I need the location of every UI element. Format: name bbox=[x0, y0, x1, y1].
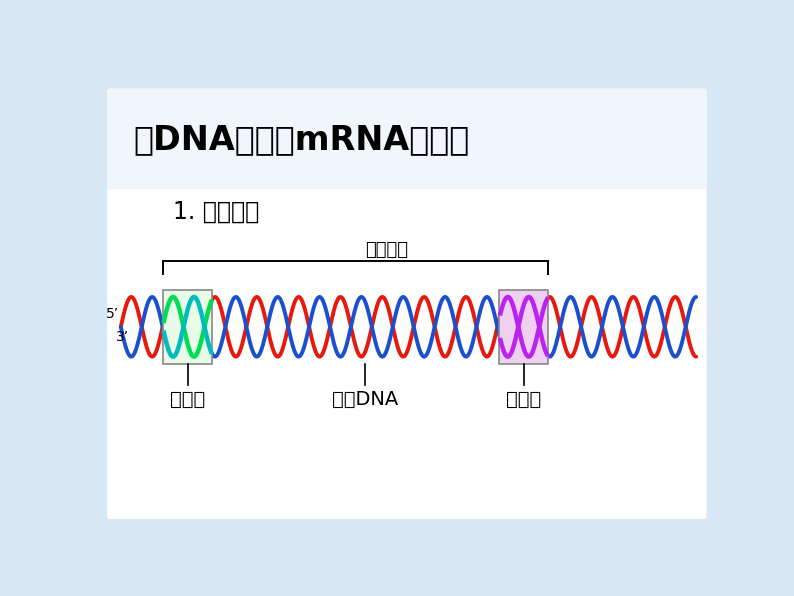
Text: 基因DNA: 基因DNA bbox=[332, 390, 398, 409]
Text: 1. 转录单位: 1. 转录单位 bbox=[173, 200, 260, 224]
Text: 3’: 3’ bbox=[116, 330, 129, 344]
Text: 5’: 5’ bbox=[106, 307, 119, 321]
Bar bbox=[163, 290, 213, 364]
Text: 启动子: 启动子 bbox=[170, 390, 205, 409]
FancyBboxPatch shape bbox=[107, 89, 707, 519]
Text: 以DNA转录成mRNA为例：: 以DNA转录成mRNA为例： bbox=[133, 123, 469, 156]
Bar bbox=[499, 290, 549, 364]
Text: 转录单位: 转录单位 bbox=[364, 241, 408, 259]
Text: 终止子: 终止子 bbox=[507, 390, 542, 409]
FancyBboxPatch shape bbox=[107, 89, 707, 189]
